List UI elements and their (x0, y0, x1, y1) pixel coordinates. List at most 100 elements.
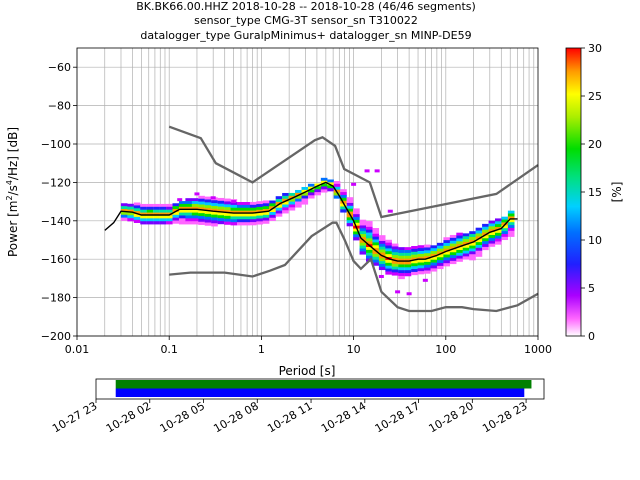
density-cell (353, 222, 360, 227)
density-cell (436, 245, 444, 249)
mode-line (104, 181, 518, 262)
density-cell (462, 236, 470, 240)
density-cell (494, 241, 502, 245)
density-cell (482, 223, 489, 228)
timeline-tick-label: 10-28 23 (480, 399, 529, 435)
density-cell (269, 217, 276, 221)
density-cell (430, 248, 438, 252)
density-cell (204, 208, 212, 212)
density-cell (333, 186, 341, 191)
density-cell (424, 256, 431, 260)
density-cell (507, 233, 515, 237)
density-cell (482, 244, 489, 248)
density-cell (456, 255, 463, 259)
density-cell (211, 214, 218, 218)
density-cell (256, 218, 263, 222)
density-cell (449, 249, 457, 253)
y-tick-label: −180 (41, 292, 71, 305)
density-cell (372, 262, 380, 266)
density-outlier (364, 169, 370, 173)
density-cell (385, 251, 392, 255)
density-cell (359, 245, 367, 249)
density-cell (146, 203, 154, 208)
density-cell (301, 192, 309, 196)
density-cell (262, 206, 270, 210)
density-cell (475, 253, 483, 257)
density-cell (449, 255, 457, 259)
density-cell (282, 201, 289, 205)
density-cell (333, 183, 341, 188)
density-cell (243, 204, 251, 209)
density-cell (378, 235, 386, 239)
density-cell (398, 255, 405, 259)
density-cell (217, 197, 225, 202)
density-cell (456, 241, 463, 245)
density-cell (288, 201, 296, 205)
density-cell (172, 220, 180, 224)
density-cell (191, 221, 199, 225)
density-cell (133, 211, 141, 215)
density-cell (417, 253, 425, 258)
density-cell (469, 242, 476, 246)
density-outlier (406, 292, 412, 296)
density-cell (507, 216, 515, 220)
density-cell (217, 215, 225, 219)
density-cell (224, 221, 231, 225)
colorbar-tick-label: 20 (588, 138, 602, 151)
density-cell (417, 262, 425, 266)
density-cell (417, 245, 425, 249)
density-cell (456, 238, 463, 242)
density-cell (456, 249, 463, 254)
x-tick-label: 0.1 (160, 343, 178, 356)
density-cell (398, 264, 405, 268)
density-cell (301, 189, 309, 194)
density-cell (449, 252, 457, 256)
density-cell (211, 220, 218, 224)
x-axis-ticks: 0.01 0.1 1 10 100 1000 (65, 336, 552, 356)
density-cell (391, 249, 399, 253)
density-cell (127, 206, 134, 210)
timeline-tick-label: 10-28 05 (158, 399, 207, 435)
density-cell (404, 258, 412, 262)
density-cell (469, 254, 476, 258)
density-cell (327, 182, 334, 186)
density-cell (449, 258, 457, 262)
density-cell (494, 238, 502, 242)
density-cell (365, 247, 373, 251)
density-cell (359, 234, 367, 238)
density-cell (333, 195, 341, 199)
density-cell (443, 263, 450, 267)
density-cell (469, 251, 476, 255)
y-tick-label: −140 (41, 215, 71, 228)
density-cell (501, 219, 509, 223)
density-cell (391, 252, 399, 256)
density-cell (391, 263, 399, 267)
density-cell (120, 211, 128, 216)
density-cell (501, 233, 509, 238)
density-cell (359, 251, 367, 255)
density-cell (204, 202, 212, 206)
density-cell (385, 254, 392, 258)
density-cell (340, 203, 347, 207)
y-tick-label: −60 (48, 61, 71, 74)
density-cell (133, 202, 141, 206)
density-cell (191, 218, 199, 222)
density-cell (372, 248, 380, 252)
density-cell (178, 215, 186, 219)
density-cell (494, 224, 502, 228)
density-cell (224, 207, 231, 211)
density-cell (482, 246, 489, 251)
density-cell (372, 236, 380, 240)
density-cell (378, 243, 386, 248)
density-cell (449, 234, 457, 239)
density-cell (430, 251, 438, 255)
density-cell (385, 259, 392, 264)
density-cell (482, 226, 489, 230)
colorbar-tick-label: 10 (588, 234, 602, 247)
density-cell (185, 221, 193, 225)
density-cell (436, 265, 444, 270)
density-cell (172, 206, 180, 210)
x-axis-label: Period [s] (279, 364, 336, 378)
density-cell (424, 253, 431, 257)
density-cell (153, 209, 160, 213)
